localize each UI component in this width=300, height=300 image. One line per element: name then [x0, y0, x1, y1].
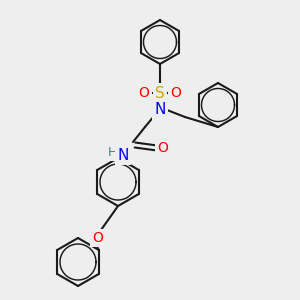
Text: O: O — [139, 86, 149, 100]
Text: O: O — [158, 141, 168, 155]
Text: O: O — [93, 231, 104, 245]
Text: S: S — [155, 85, 165, 100]
Text: N: N — [154, 103, 166, 118]
Text: O: O — [171, 86, 182, 100]
Text: H: H — [107, 146, 117, 158]
Text: N: N — [117, 148, 129, 163]
